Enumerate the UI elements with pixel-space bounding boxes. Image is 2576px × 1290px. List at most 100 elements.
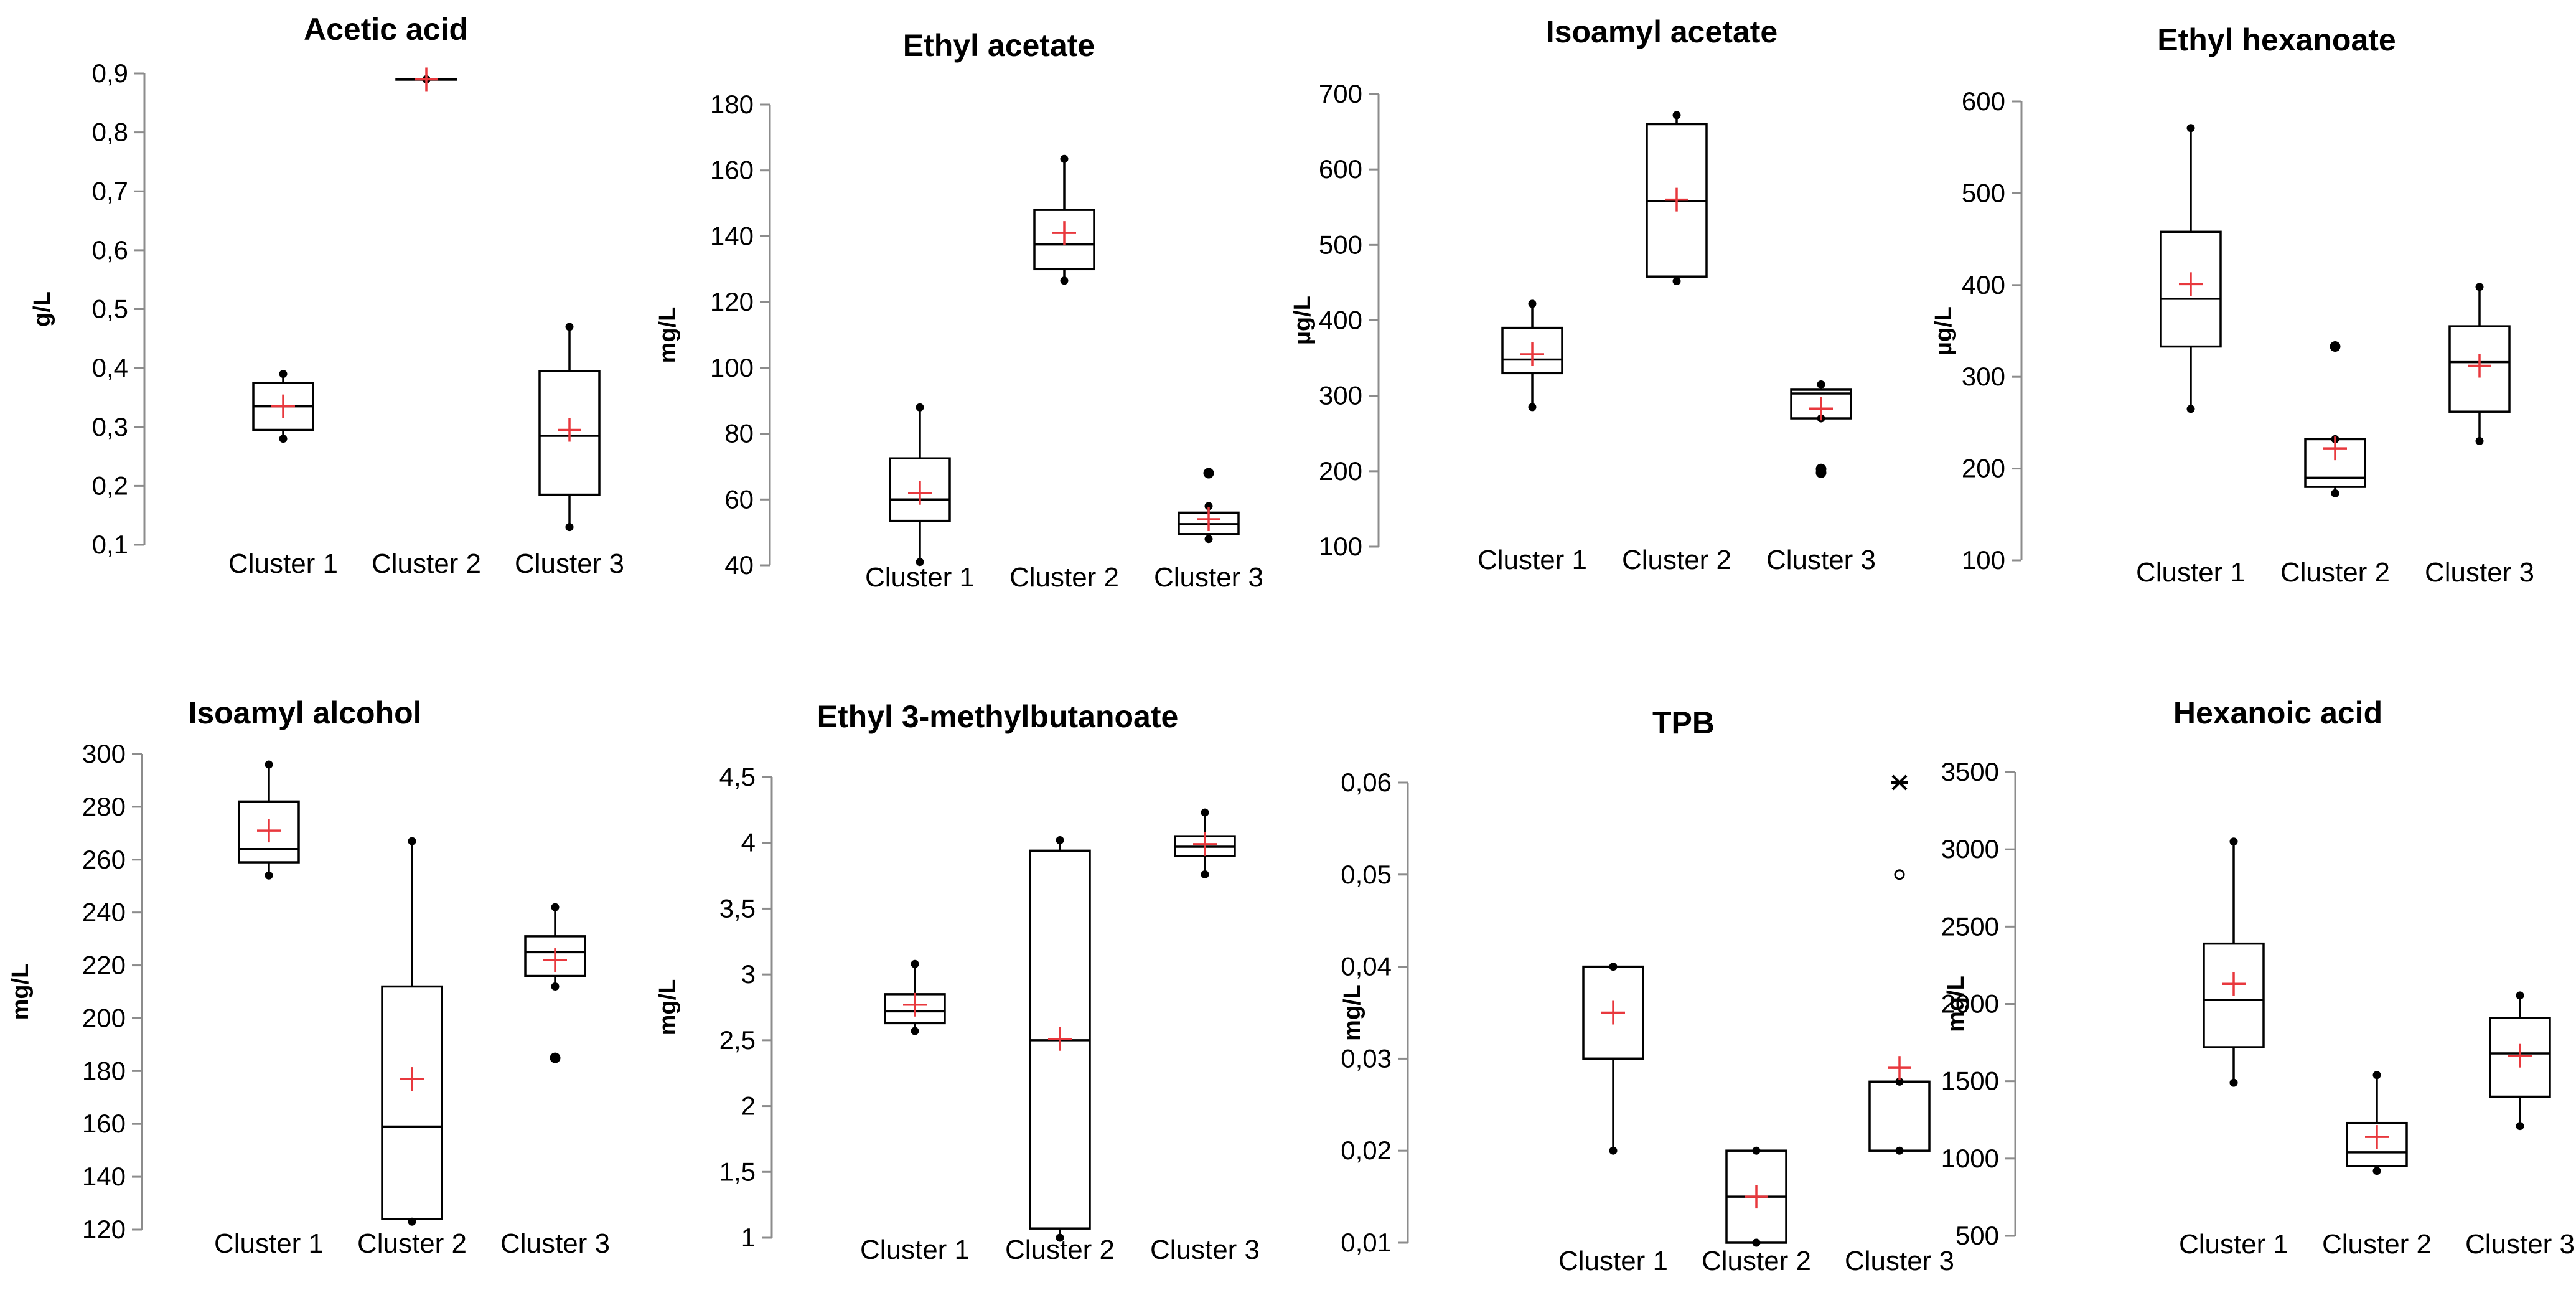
y-tick-label: 3: [741, 959, 756, 989]
chart-panel: TPB mg/L 0,01 0,02 0,03 0,04 0,05 0,06 Cluster 1…: [1339, 705, 1954, 1276]
max-point: [1752, 1146, 1761, 1155]
min-point: [1201, 870, 1209, 878]
y-tick-label: 4,5: [719, 762, 756, 791]
y-tick-label: 100: [1962, 545, 2005, 575]
y-tick-label: 180: [82, 1056, 126, 1085]
min-point: [1672, 276, 1681, 285]
y-tick-label: 0,6: [92, 235, 128, 265]
outlier-point: [550, 1052, 561, 1063]
box-plot-2: [381, 837, 443, 1226]
y-axis-label: g/L: [29, 291, 55, 327]
box-plot-1: [2203, 837, 2265, 1087]
y-axis-label: mg/L: [1339, 984, 1365, 1041]
max-point: [2186, 124, 2195, 133]
category-label: Cluster 2: [1005, 1235, 1115, 1265]
y-tick-label: 0,02: [1341, 1136, 1392, 1165]
y-tick-label: 200: [1962, 454, 2005, 483]
y-tick-label: 120: [82, 1215, 126, 1244]
y-tick-label: 2000: [1941, 989, 1999, 1019]
category-label: Cluster 3: [515, 548, 624, 579]
category-label: Cluster 1: [1558, 1246, 1668, 1276]
category-label: Cluster 1: [1478, 545, 1587, 575]
y-tick-label: 500: [1319, 230, 1362, 259]
extreme-point: [1891, 774, 1908, 791]
y-axis-label: mg/L: [1943, 976, 1969, 1032]
y-tick-label: 1500: [1941, 1066, 1999, 1096]
category-label: Cluster 1: [228, 548, 338, 579]
y-tick-label: 700: [1319, 79, 1362, 108]
y-tick-label: 100: [710, 353, 754, 382]
max-point: [2475, 283, 2484, 291]
min-point: [2516, 1122, 2524, 1131]
min-point: [2372, 1167, 2381, 1175]
box-plot-1: [2160, 124, 2222, 413]
chart-panel: Ethyl hexanoate µg/L 100 200 300 400 500 600 Clu…: [1931, 22, 2534, 588]
max-point: [1895, 1077, 1904, 1086]
box-plot-3: [524, 903, 586, 1063]
chart-panel: Ethyl 3-methylbutanoate mg/L 1 1,5 2 2,5 3 3,5 4…: [655, 699, 1260, 1265]
y-axis-label: mg/L: [655, 979, 681, 1036]
y-tick-label: 280: [82, 792, 126, 821]
box-plot-3: [2489, 991, 2551, 1131]
y-tick-label: 0,9: [92, 59, 128, 88]
y-tick-label: 40: [724, 550, 754, 580]
max-point: [565, 322, 574, 331]
min-point: [1609, 1146, 1618, 1155]
min-point: [2331, 489, 2339, 497]
y-tick-label: 600: [1962, 87, 2005, 116]
y-tick-label: 240: [82, 898, 126, 927]
category-label: Cluster 3: [1766, 545, 1876, 575]
category-label: Cluster 2: [1009, 562, 1119, 593]
max-point: [408, 837, 416, 845]
y-tick-label: 260: [82, 845, 126, 874]
category-label: Cluster 3: [1845, 1246, 1954, 1276]
box-plot-1: [238, 760, 300, 880]
min-point: [1204, 535, 1213, 544]
y-tick-label: 100: [1319, 532, 1362, 561]
max-point: [2229, 837, 2238, 846]
box-plot-2: [2346, 1071, 2408, 1175]
y-tick-label: 300: [1319, 381, 1362, 410]
box-plot-1: [1582, 963, 1644, 1155]
y-tick-label: 300: [82, 739, 126, 768]
outlier-point: [1815, 463, 1827, 474]
y-tick-label: 0,7: [92, 176, 128, 205]
box-plot-2: [1725, 1146, 1787, 1247]
min-point: [2475, 436, 2484, 445]
y-tick-label: 3000: [1941, 834, 1999, 864]
box-plot-2: [1033, 154, 1095, 285]
box-plot-1: [252, 370, 314, 443]
category-label: Cluster 3: [1154, 562, 1263, 593]
box-plot-3: [1174, 808, 1236, 878]
category-label: Cluster 2: [2322, 1229, 2432, 1259]
category-label: Cluster 2: [1702, 1246, 1811, 1276]
min-point: [1528, 403, 1537, 412]
y-tick-label: 0,1: [92, 530, 128, 559]
box-plot-3: [1790, 380, 1852, 478]
y-tick-label: 220: [82, 951, 126, 980]
max-point: [1817, 380, 1825, 388]
y-tick-label: 2: [741, 1091, 756, 1121]
box-plot-2: [2304, 341, 2366, 497]
y-tick-label: 400: [1962, 270, 2005, 299]
box-plot-1: [889, 403, 951, 567]
y-tick-label: 300: [1962, 362, 2005, 391]
y-tick-label: 160: [82, 1109, 126, 1138]
min-point: [408, 1217, 416, 1226]
min-point: [1752, 1238, 1761, 1247]
min-point: [1895, 1146, 1904, 1155]
box-plot-3: [2448, 283, 2511, 445]
outlier-point: [1894, 869, 1905, 880]
category-label: Cluster 3: [2465, 1229, 2575, 1259]
y-tick-label: 140: [710, 221, 754, 250]
max-point: [551, 903, 560, 911]
box-plot-3: [1868, 774, 1931, 1155]
max-point: [1609, 963, 1618, 971]
max-point: [911, 959, 919, 968]
y-tick-label: 180: [710, 90, 754, 119]
box-plot-3: [538, 322, 601, 532]
chart-title: Hexanoic acid: [2173, 695, 2382, 730]
y-tick-label: 0,05: [1341, 860, 1392, 889]
category-label: Cluster 2: [357, 1228, 467, 1259]
